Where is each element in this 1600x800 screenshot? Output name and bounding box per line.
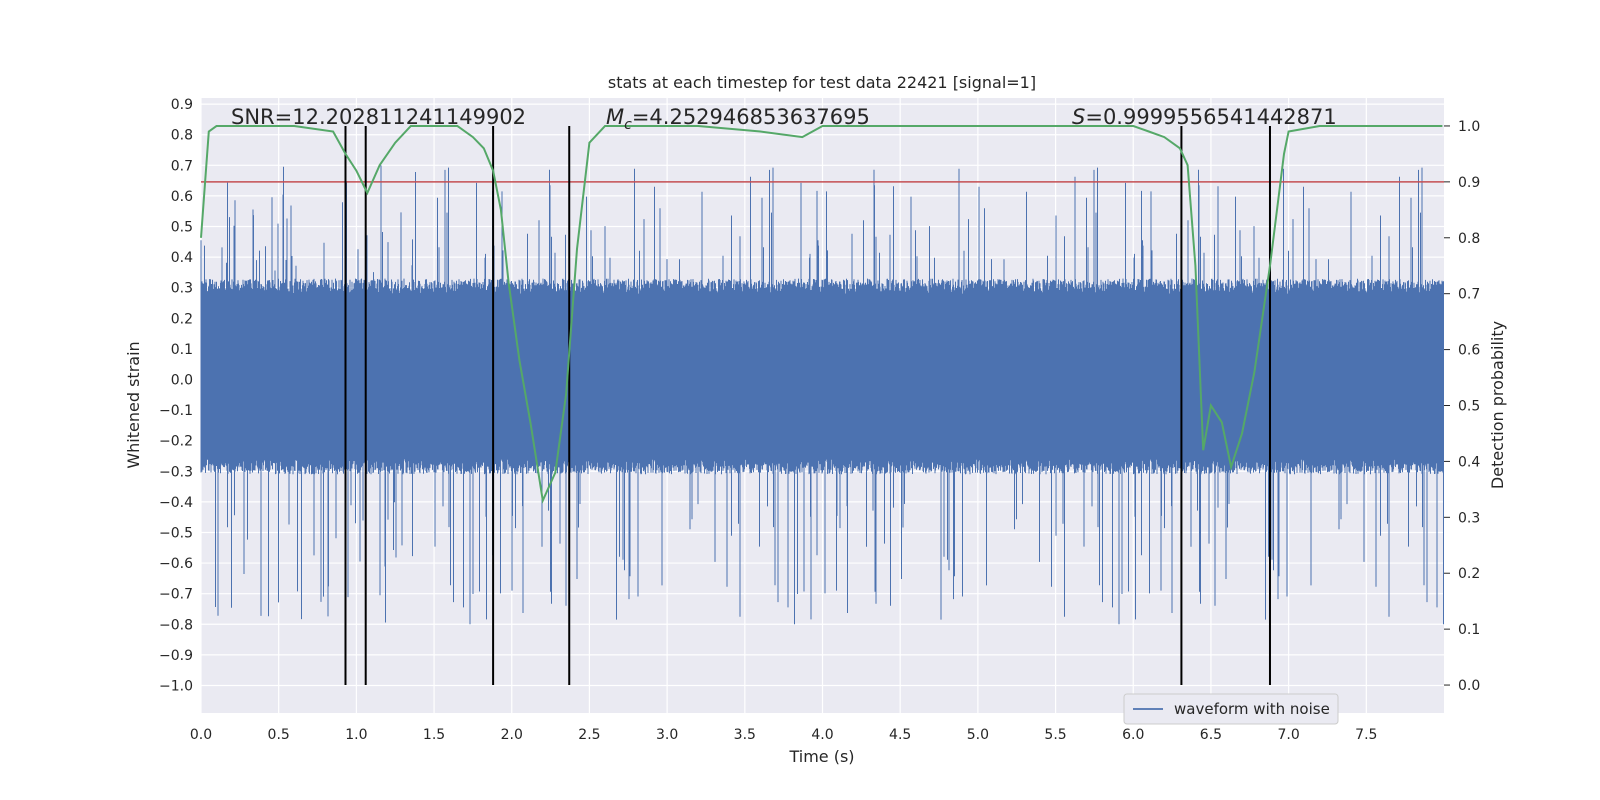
y-tick-label: −0.6 (159, 556, 193, 572)
s-symbol: S (1072, 105, 1085, 129)
s-value: =0.9999556541442871 (1085, 105, 1336, 129)
y2-tick-label: 0.6 (1458, 343, 1480, 359)
x-tick-label: 5.5 (1044, 727, 1066, 743)
x-tick-label: 4.5 (889, 727, 911, 743)
x-tick-label: 4.0 (811, 727, 833, 743)
y-tick-label: −0.5 (159, 525, 193, 541)
y2-tick-label: 0.4 (1458, 454, 1480, 470)
x-tick-label: 1.0 (345, 727, 367, 743)
chart-title: stats at each timestep for test data 224… (608, 73, 1036, 92)
x-tick-label: 2.0 (501, 727, 523, 743)
legend-box (1123, 693, 1339, 725)
marker-lines (344, 125, 1271, 686)
waveform-series (200, 165, 1444, 625)
y-tick-label: 0.8 (171, 128, 193, 144)
probability-line (200, 125, 1443, 504)
y-tick-label: −0.9 (159, 648, 193, 664)
y-tick-label: 0.2 (171, 311, 193, 327)
snr-annotation: SNR=12.202811241149902 (231, 105, 526, 129)
mc-annotation: Mc=4.252946853637695 (606, 105, 870, 133)
x-tick-label: 3.5 (734, 727, 756, 743)
y-tick-label: −1.0 (159, 678, 193, 694)
y-tick-label: 0.4 (171, 250, 193, 266)
y2-tick-label: 0.9 (1458, 175, 1480, 191)
x-tick-label: 6.0 (1122, 727, 1144, 743)
mc-subscript: c (624, 117, 632, 133)
y2-tick-label: 0.7 (1458, 287, 1480, 303)
legend: waveform with noise (1123, 693, 1339, 725)
y-tick-label: 0.3 (171, 281, 193, 297)
x-tick-label: 0.0 (190, 727, 212, 743)
y2-axis-label: Detection probability (1488, 321, 1507, 489)
x-tick-label: 7.0 (1277, 727, 1299, 743)
probability-series (200, 125, 1443, 504)
y2-tick-label: 0.0 (1458, 678, 1480, 694)
y2-tick-label: 0.5 (1458, 399, 1480, 415)
y-tick-label: 0.1 (171, 342, 193, 358)
y-tick-label: −0.1 (159, 403, 193, 419)
x-tick-label: 7.5 (1355, 727, 1377, 743)
y2-tick-label: 1.0 (1458, 119, 1480, 135)
y-tick-label: −0.7 (159, 587, 193, 603)
mc-value: =4.252946853637695 (632, 105, 870, 129)
y2-tick-label: 0.8 (1458, 231, 1480, 247)
mc-symbol: M (606, 105, 624, 129)
y-tick-label: 0.0 (171, 372, 193, 388)
x-axis-label: Time (s) (788, 747, 854, 766)
y2-tick-labels: 1.0 0.9 0.8 0.7 0.6 0.5 0.4 0.3 0.2 0.1 0.0 (1444, 119, 1480, 694)
y2-tick-label: 0.2 (1458, 566, 1480, 582)
y-tick-label: 0.5 (171, 220, 193, 236)
y2-tick-label: 0.1 (1458, 622, 1480, 638)
waveform-path (200, 165, 1444, 625)
y2-tick-label: 0.3 (1458, 510, 1480, 526)
x-tick-label: 5.0 (967, 727, 989, 743)
y-tick-label: −0.4 (159, 495, 193, 511)
y-tick-labels: 0.9 0.8 0.7 0.6 0.5 0.4 0.3 0.2 0.1 0.0 −0.1 −0.2 −0… (159, 97, 193, 694)
y-tick-label: 0.6 (171, 189, 193, 205)
y-tick-label: −0.8 (159, 617, 193, 633)
x-tick-label: 6.5 (1200, 727, 1222, 743)
y-tick-label: 0.7 (171, 158, 193, 174)
x-tick-label: 2.5 (578, 727, 600, 743)
s-annotation: S=0.9999556541442871 (1072, 105, 1337, 129)
y-tick-label: −0.2 (159, 434, 193, 450)
y-tick-label: 0.9 (171, 97, 193, 113)
x-tick-label: 3.0 (656, 727, 678, 743)
legend-label: waveform with noise (1174, 700, 1330, 718)
x-tick-labels: 0.0 0.5 1.0 1.5 2.0 2.5 3.0 3.5 4.0 4.5 5.0 5.5 6.0 6… (190, 727, 1378, 743)
x-tick-label: 1.5 (423, 727, 445, 743)
y-axis-label: Whitened strain (124, 341, 143, 468)
x-tick-label: 0.5 (268, 727, 290, 743)
y-tick-label: −0.3 (159, 464, 193, 480)
